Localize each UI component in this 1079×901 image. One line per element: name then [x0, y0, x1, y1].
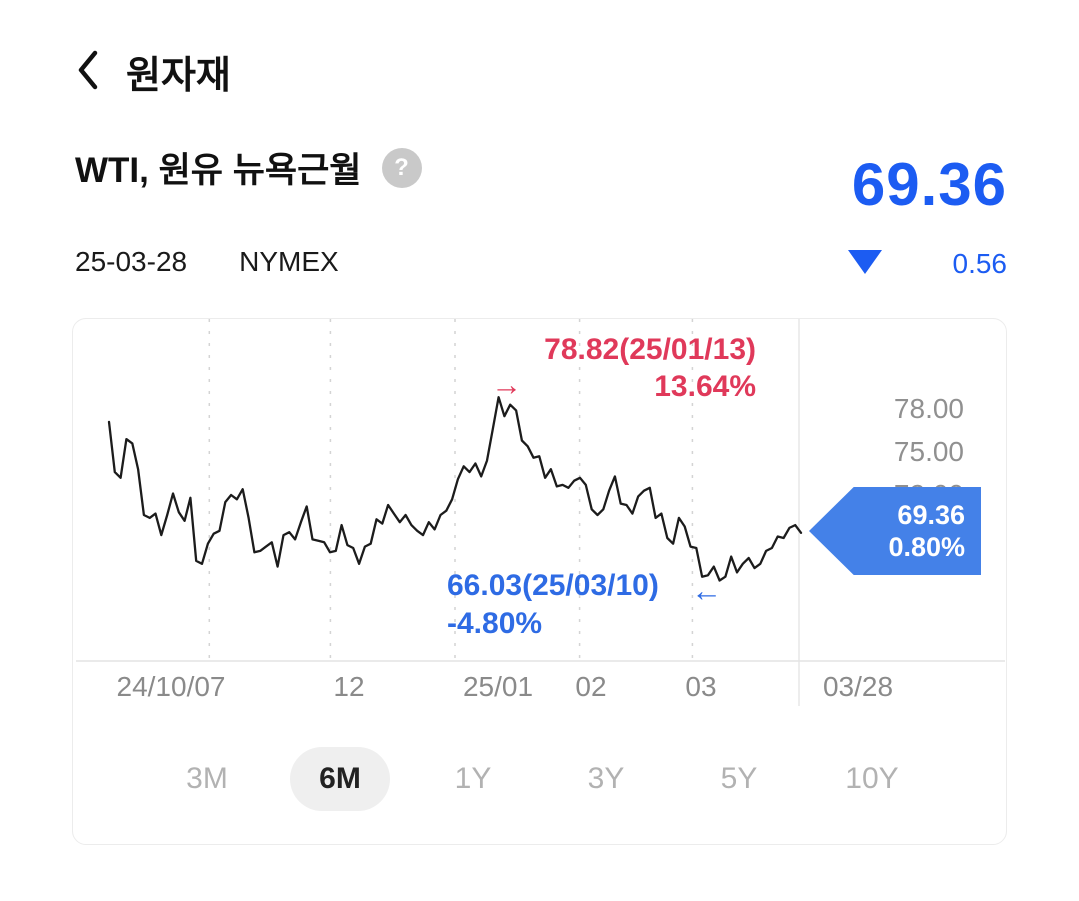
flag-pct: 0.80%: [888, 532, 965, 562]
high-arrow-icon: →: [491, 367, 522, 402]
chevron-left-icon: [74, 48, 102, 95]
high-annotation: 78.82(25/01/13) 13.64%: [544, 331, 756, 405]
y-tick-78: 78.00: [893, 393, 964, 424]
help-icon[interactable]: ?: [381, 147, 422, 188]
low-annotation: 66.03(25/03/10) -4.80%: [447, 567, 659, 643]
price-line: [107, 396, 803, 582]
instrument-row: WTI, 원유 뉴욕근월 ?: [75, 142, 422, 193]
down-triangle-icon: [848, 250, 882, 274]
price-chart[interactable]: [73, 319, 1008, 719]
page-title: 원자재: [126, 55, 231, 97]
price-date: 25-03-28: [75, 246, 188, 277]
x-tick-3: 02: [575, 671, 607, 702]
back-button[interactable]: [74, 48, 102, 95]
x-tick-0: 24/10/07: [116, 671, 226, 702]
range-6m[interactable]: 6M: [290, 747, 390, 811]
instrument-name: WTI, 원유 뉴욕근월: [75, 151, 362, 190]
low-pct-label: -4.80%: [447, 607, 543, 640]
range-selector: 3M 6M 1Y 3Y 5Y 10Y: [73, 747, 1006, 811]
low-value-label: 66.03(25/03/10): [447, 569, 659, 602]
range-5y[interactable]: 5Y: [689, 747, 789, 811]
price-change: 0.56: [952, 248, 1008, 279]
x-tick-5: 03/28: [822, 671, 894, 702]
chart-card: 78.82(25/01/13) 13.64% → 66.03(25/03/10)…: [72, 318, 1007, 845]
high-value-label: 78.82(25/01/13): [544, 333, 756, 366]
low-arrow-icon: ←: [691, 573, 722, 608]
x-tick-1: 12: [333, 671, 365, 702]
meta-row: 25-03-28 NYMEX: [75, 246, 339, 278]
exchange-name: NYMEX: [239, 246, 339, 277]
flag-price: 69.36: [897, 500, 965, 530]
high-pct-label: 13.64%: [654, 370, 756, 403]
range-10y[interactable]: 10Y: [822, 747, 922, 811]
range-3m[interactable]: 3M: [157, 747, 257, 811]
y-tick-75: 75.00: [893, 436, 964, 467]
header: 원자재: [74, 44, 231, 99]
x-tick-2: 25/01: [462, 671, 534, 702]
x-tick-4: 03: [685, 671, 717, 702]
current-price: 69.36: [851, 151, 1007, 218]
range-3y[interactable]: 3Y: [556, 747, 656, 811]
range-1y[interactable]: 1Y: [423, 747, 523, 811]
